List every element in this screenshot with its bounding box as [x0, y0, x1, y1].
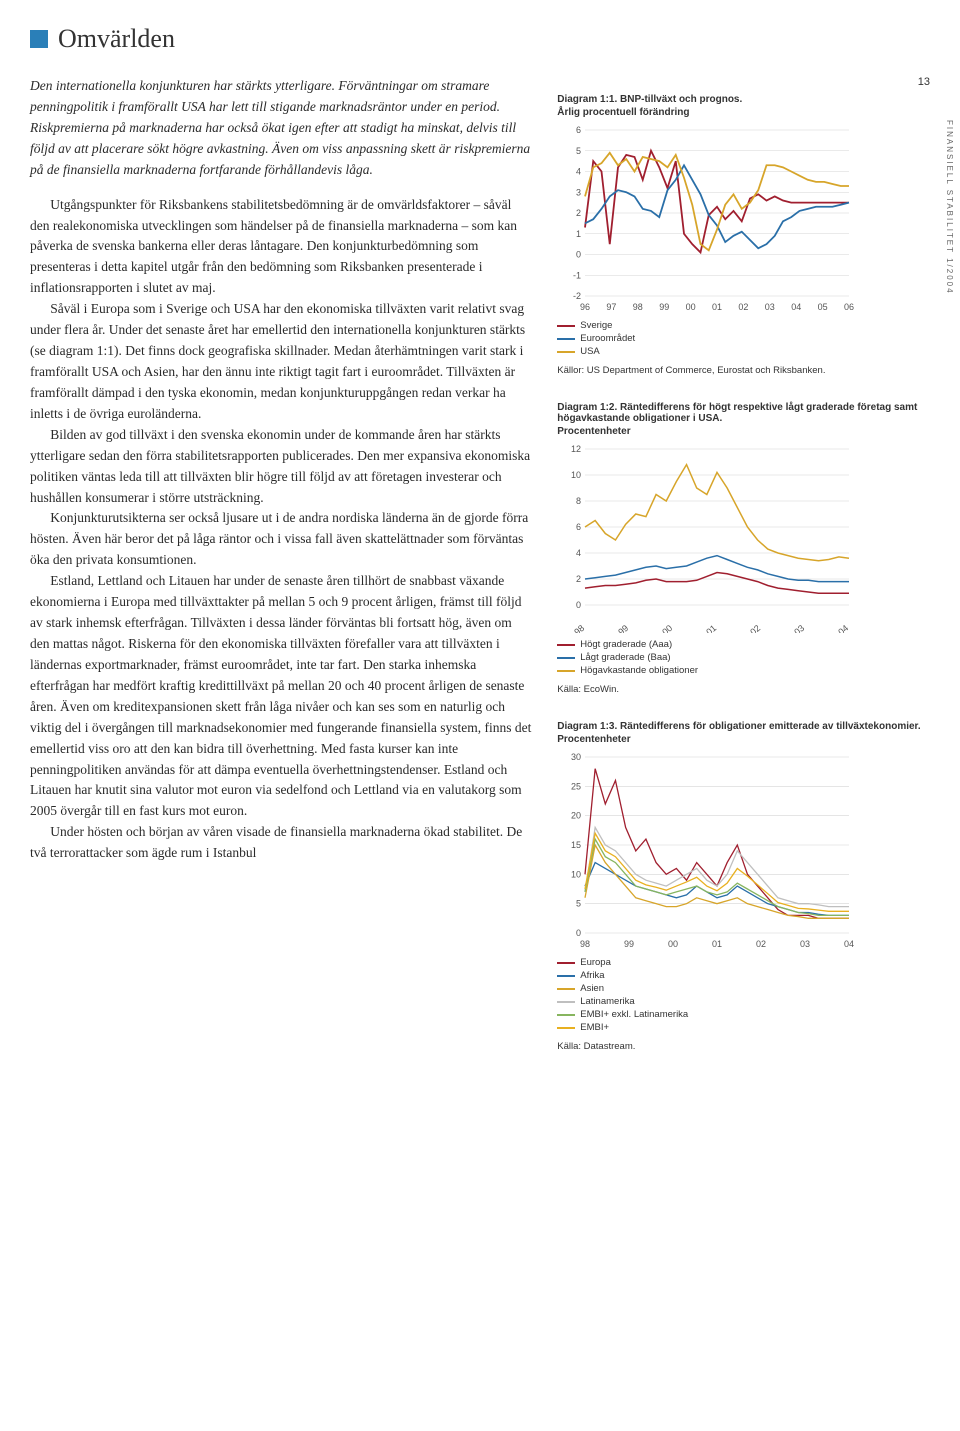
chart-3-title: Diagram 1:3. Räntedifferens för obligati…: [557, 721, 930, 732]
body-para-1: Utgångspunkter för Riksbankens stabilite…: [30, 195, 533, 300]
legend-item: USA: [557, 346, 930, 357]
chart-1-svg: -2-101234569697989900010203040506: [557, 124, 857, 314]
svg-text:0: 0: [576, 250, 581, 260]
vertical-page-label: FINANSIELL STABILITET 1/2004: [945, 120, 954, 295]
svg-text:01: 01: [712, 939, 722, 949]
svg-text:03: 03: [765, 302, 775, 312]
svg-text:98: 98: [580, 939, 590, 949]
svg-text:01: 01: [712, 302, 722, 312]
legend-item: EMBI+: [557, 1022, 930, 1033]
svg-text:dec 01: dec 01: [691, 623, 718, 633]
chart-1-block: Diagram 1:1. BNP-tillväxt och prognos. Å…: [557, 94, 930, 376]
svg-text:dec 04: dec 04: [823, 623, 850, 633]
svg-text:-1: -1: [573, 270, 581, 280]
svg-text:5: 5: [576, 899, 581, 909]
legend-item: Högavkastande obligationer: [557, 665, 930, 676]
svg-text:2: 2: [576, 574, 581, 584]
sidebar-charts-column: 13 Diagram 1:1. BNP-tillväxt och prognos…: [557, 76, 930, 1078]
chart-2-source: Källa: EcoWin.: [557, 684, 930, 695]
page-number: 13: [557, 76, 930, 88]
svg-text:3: 3: [576, 187, 581, 197]
svg-text:20: 20: [571, 811, 581, 821]
svg-text:99: 99: [659, 302, 669, 312]
svg-text:05: 05: [818, 302, 828, 312]
svg-text:97: 97: [607, 302, 617, 312]
svg-text:96: 96: [580, 302, 590, 312]
svg-text:dec 02: dec 02: [735, 623, 762, 633]
header-square-icon: [30, 30, 48, 48]
svg-text:10: 10: [571, 869, 581, 879]
body-para-3: Bilden av god tillväxt i den svenska eko…: [30, 425, 533, 509]
svg-text:8: 8: [576, 496, 581, 506]
body-para-4: Konjunkturutsikterna ser också ljusare u…: [30, 508, 533, 571]
chart-2-legend: Högt graderade (Aaa) Lågt graderade (Baa)…: [557, 639, 930, 676]
svg-text:02: 02: [739, 302, 749, 312]
svg-text:6: 6: [576, 125, 581, 135]
body-text-column: Den internationella konjunkturen har stä…: [30, 76, 533, 1078]
svg-text:2: 2: [576, 208, 581, 218]
svg-text:02: 02: [756, 939, 766, 949]
chart-3-source: Källa: Datastream.: [557, 1041, 930, 1052]
chart-3-svg: 0 5 10 15 20 25 30 98 99 00 01 02 03 04: [557, 751, 857, 951]
svg-text:10: 10: [571, 470, 581, 480]
body-para-2: Såväl i Europa som i Sverige och USA har…: [30, 299, 533, 425]
chart-2-title: Diagram 1:2. Räntedifferens för högt res…: [557, 402, 930, 424]
chart-3-block: Diagram 1:3. Räntedifferens för obligati…: [557, 721, 930, 1052]
legend-item: Euroområdet: [557, 333, 930, 344]
svg-text:dec 99: dec 99: [603, 623, 630, 633]
svg-text:5: 5: [576, 146, 581, 156]
legend-item: Högt graderade (Aaa): [557, 639, 930, 650]
svg-text:00: 00: [686, 302, 696, 312]
svg-text:dec 03: dec 03: [779, 623, 806, 633]
page-header: Omvärlden: [30, 24, 930, 54]
svg-text:dec 00: dec 00: [647, 623, 674, 633]
svg-text:1: 1: [576, 229, 581, 239]
svg-text:4: 4: [576, 167, 581, 177]
svg-text:06: 06: [844, 302, 854, 312]
svg-text:0: 0: [576, 600, 581, 610]
legend-item: Asien: [557, 983, 930, 994]
chart-1-legend: Sverige Euroområdet USA: [557, 320, 930, 357]
svg-text:04: 04: [844, 939, 854, 949]
svg-text:99: 99: [624, 939, 634, 949]
body-para-6: Under hösten och början av våren visade …: [30, 822, 533, 864]
svg-text:-2: -2: [573, 291, 581, 301]
chart-2-subtitle: Procentenheter: [557, 426, 930, 437]
legend-item: Lågt graderade (Baa): [557, 652, 930, 663]
svg-text:25: 25: [571, 781, 581, 791]
legend-item: Sverige: [557, 320, 930, 331]
body-para-5: Estland, Lettland och Litauen har under …: [30, 571, 533, 822]
legend-item: Afrika: [557, 970, 930, 981]
svg-text:6: 6: [576, 522, 581, 532]
chart-2-svg: 0 2 4 6 8 10 12 dec 98 dec 99 dec 00 dec 01 dec 02 d…: [557, 443, 857, 633]
svg-text:00: 00: [668, 939, 678, 949]
chart-1-subtitle: Årlig procentuell förändring: [557, 107, 930, 118]
svg-text:30: 30: [571, 752, 581, 762]
content-row: Den internationella konjunkturen har stä…: [30, 76, 930, 1078]
chart-3-legend: Europa Afrika Asien Latinamerika EMBI+ exkl.…: [557, 957, 930, 1033]
svg-text:12: 12: [571, 444, 581, 454]
svg-text:4: 4: [576, 548, 581, 558]
legend-item: EMBI+ exkl. Latinamerika: [557, 1009, 930, 1020]
chart-1-title: Diagram 1:1. BNP-tillväxt och prognos.: [557, 94, 930, 105]
chart-2-block: Diagram 1:2. Räntedifferens för högt res…: [557, 402, 930, 695]
page-title: Omvärlden: [58, 24, 175, 54]
svg-text:15: 15: [571, 840, 581, 850]
svg-text:03: 03: [800, 939, 810, 949]
intro-paragraph: Den internationella konjunkturen har stä…: [30, 76, 533, 181]
legend-item: Latinamerika: [557, 996, 930, 1007]
chart-3-subtitle: Procentenheter: [557, 734, 930, 745]
svg-text:0: 0: [576, 928, 581, 938]
svg-text:04: 04: [791, 302, 801, 312]
chart-1-source: Källor: US Department of Commerce, Euros…: [557, 365, 930, 376]
svg-text:98: 98: [633, 302, 643, 312]
legend-item: Europa: [557, 957, 930, 968]
svg-text:dec 98: dec 98: [559, 623, 586, 633]
